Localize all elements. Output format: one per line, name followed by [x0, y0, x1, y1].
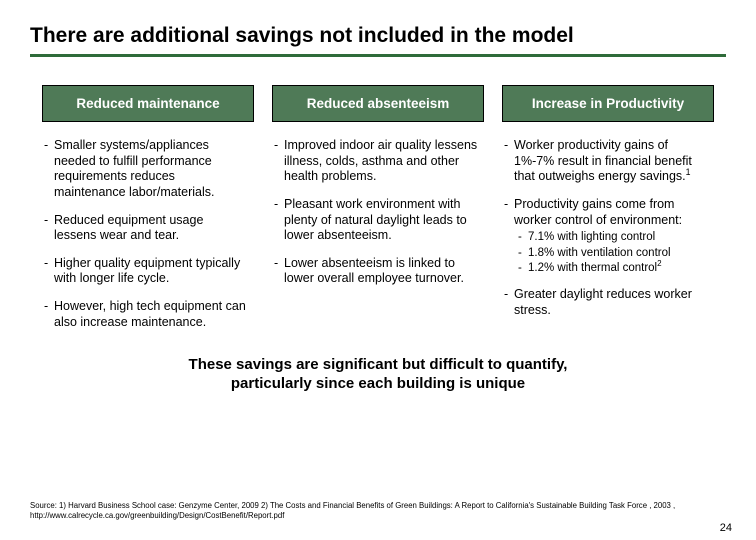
callout-text: These savings are significant but diffic…: [60, 356, 696, 394]
bullet-item: -Smaller systems/appliances needed to fu…: [44, 138, 248, 201]
sub-bullet-text: 1.8% with ventilation control: [528, 246, 708, 260]
bullet-text: However, high tech equipment can also in…: [54, 299, 248, 330]
column-absenteeism: Reduced absenteeism -Improved indoor air…: [272, 85, 484, 342]
superscript: 1: [686, 167, 691, 177]
column-header: Reduced maintenance: [42, 85, 254, 122]
column-header: Increase in Productivity: [502, 85, 714, 122]
column-maintenance: Reduced maintenance -Smaller systems/app…: [42, 85, 254, 342]
bullet-text: Pleasant work environment with plenty of…: [284, 197, 478, 244]
columns-container: Reduced maintenance -Smaller systems/app…: [30, 85, 726, 342]
callout-line: particularly since each building is uniq…: [60, 375, 696, 394]
bullet-text: Improved indoor air quality lessens illn…: [284, 138, 478, 185]
bullet-list: -Improved indoor air quality lessens ill…: [272, 138, 484, 299]
bullet-text: Worker productivity gains of 1%-7% resul…: [514, 138, 708, 185]
column-header: Reduced absenteeism: [272, 85, 484, 122]
bullet-text: Lower absenteeism is linked to lower ove…: [284, 256, 478, 287]
bullet-item: -However, high tech equipment can also i…: [44, 299, 248, 330]
superscript: 2: [657, 259, 661, 268]
title-underline: [30, 54, 726, 57]
bullet-item: -Lower absenteeism is linked to lower ov…: [274, 256, 478, 287]
bullet-text: Productivity gains come from worker cont…: [514, 197, 708, 228]
bullet-text: Higher quality equipment typically with …: [54, 256, 248, 287]
bullet-item: - Worker productivity gains of 1%-7% res…: [504, 138, 708, 185]
bullet-text: Greater daylight reduces worker stress.: [514, 287, 708, 318]
bullet-text-main: Worker productivity gains of 1%-7% resul…: [514, 138, 692, 183]
bullet-text: Reduced equipment usage lessens wear and…: [54, 213, 248, 244]
bullet-item: - Productivity gains come from worker co…: [504, 197, 708, 228]
page-number: 24: [720, 522, 732, 534]
callout-line: These savings are significant but diffic…: [60, 356, 696, 375]
bullet-item: -Improved indoor air quality lessens ill…: [274, 138, 478, 185]
bullet-text: Smaller systems/appliances needed to ful…: [54, 138, 248, 201]
slide-body: There are additional savings not include…: [0, 0, 756, 394]
column-productivity: Increase in Productivity - Worker produc…: [502, 85, 714, 342]
bullet-item: -Reduced equipment usage lessens wear an…: [44, 213, 248, 244]
sub-bullet: -1.2% with thermal control2: [504, 261, 708, 275]
sub-bullet: -1.8% with ventilation control: [504, 246, 708, 260]
sub-bullet-text: 1.2% with thermal control2: [528, 261, 708, 275]
bullet-list: - Worker productivity gains of 1%-7% res…: [502, 138, 714, 331]
bullet-item: -Higher quality equipment typically with…: [44, 256, 248, 287]
source-footnote: Source: 1) Harvard Business School case:…: [30, 501, 726, 520]
sub-bullet-text-main: 1.2% with thermal control: [528, 262, 657, 274]
slide-title: There are additional savings not include…: [30, 24, 726, 48]
sub-bullet: -7.1% with lighting control: [504, 230, 708, 244]
bullet-item: - Greater daylight reduces worker stress…: [504, 287, 708, 318]
sub-bullet-text: 7.1% with lighting control: [528, 230, 708, 244]
bullet-list: -Smaller systems/appliances needed to fu…: [42, 138, 254, 342]
bullet-item: -Pleasant work environment with plenty o…: [274, 197, 478, 244]
